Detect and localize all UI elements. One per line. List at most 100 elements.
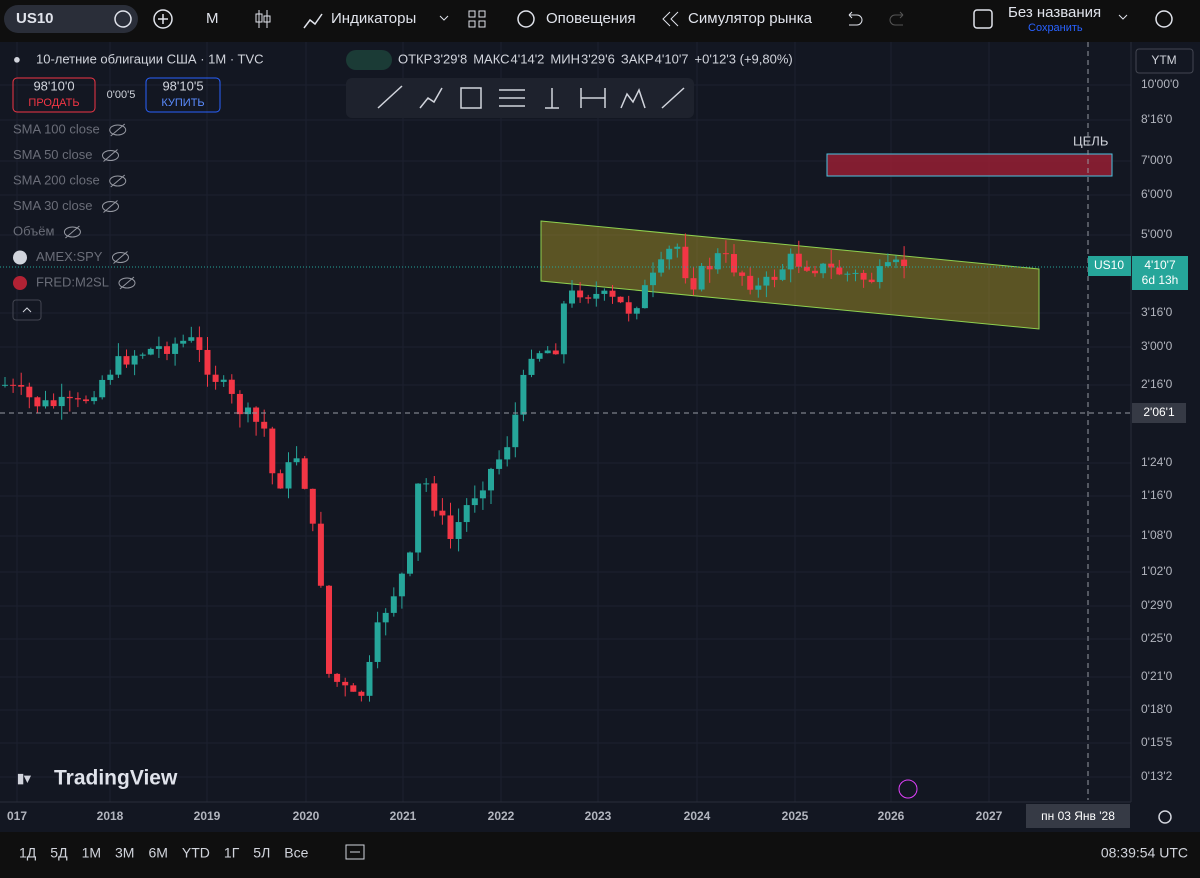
candle-body (58, 396, 65, 407)
candle-body (706, 265, 713, 270)
chevron (1118, 14, 1128, 20)
replay-button[interactable]: Симулятор рынка (688, 10, 813, 27)
spread: 0'00'5 (107, 89, 136, 101)
buy-price[interactable]: 98'10'5 (162, 78, 203, 93)
indicator-name[interactable]: SMA 200 close (13, 172, 100, 187)
redo[interactable] (889, 11, 904, 26)
price-label: 0'13'2 (1141, 769, 1173, 783)
ohlc-value: 3'29'6 (581, 51, 615, 66)
legend-title: 10-летние облигации США · 1M · TVC (36, 51, 264, 66)
candle-body (228, 379, 235, 394)
candle-body (407, 552, 413, 574)
layout-checkbox[interactable] (973, 9, 993, 29)
sell-label[interactable]: ПРОДАТЬ (28, 97, 79, 109)
candle-body (739, 272, 746, 276)
hidden-slash (110, 123, 126, 137)
undo[interactable] (848, 11, 863, 26)
timeframe-button[interactable]: 1Д (19, 845, 37, 861)
price-labels: 10'00'0 8'16'0 7'00'0 6'00'0 5'00'0 3'16'0 3'0… (1141, 77, 1179, 783)
candle-body (99, 379, 106, 398)
status-pill[interactable] (346, 50, 392, 70)
hidden-icon[interactable] (109, 124, 127, 136)
buy-label[interactable]: КУПИТЬ (161, 97, 204, 109)
timeframe-button[interactable]: YTD (182, 845, 210, 861)
candle-body (690, 278, 697, 290)
drawing-tools[interactable] (377, 85, 685, 109)
candle-body (334, 673, 341, 682)
clock: 08:39:54 UTC (1101, 845, 1188, 861)
add-icon[interactable] (153, 9, 173, 29)
indicator-name[interactable]: Объём (13, 223, 54, 238)
candle-body (820, 263, 827, 274)
candle-body (342, 681, 349, 686)
candle-body (196, 337, 203, 350)
indicators-button[interactable]: Индикаторы (331, 10, 416, 27)
indicator-name[interactable]: AMEX:SPY (36, 249, 103, 264)
price-label: 7'00'0 (1141, 153, 1173, 167)
hidden-slash (113, 251, 128, 264)
replay-icon[interactable] (662, 11, 679, 27)
hidden-icon[interactable] (109, 175, 127, 187)
save-button[interactable]: Сохранить (1028, 22, 1083, 34)
candle-body (585, 297, 592, 299)
price-label: 8'16'0 (1141, 112, 1173, 126)
symbol[interactable]: US10 (16, 10, 54, 27)
timeframe-button[interactable]: 5Л (253, 845, 270, 861)
candle-body (731, 254, 737, 273)
timeframe-button[interactable]: 5Д (50, 845, 68, 861)
timeframe-button[interactable]: 3М (115, 845, 134, 861)
sell-button[interactable] (12, 77, 96, 113)
candle-body (204, 349, 211, 375)
indicators-icon[interactable] (303, 13, 323, 29)
hidden-icon[interactable] (102, 201, 119, 212)
timeframe-button[interactable]: 6М (148, 845, 167, 861)
candle-body (34, 397, 41, 407)
time-label: 2020 (293, 809, 320, 823)
current-price: 4'10'7 (1144, 258, 1176, 272)
settings-icon[interactable] (1158, 810, 1172, 824)
candles-icon[interactable] (255, 10, 271, 28)
candle-body (10, 384, 17, 386)
layout-name[interactable]: Без названия (1008, 4, 1101, 21)
countdown: 6d 13h (1142, 273, 1179, 287)
candle-body (188, 337, 195, 341)
candle-body (682, 246, 689, 279)
timeframe-button[interactable]: Все (284, 845, 308, 861)
scale-button[interactable] (1135, 48, 1194, 74)
candle-body (536, 353, 543, 359)
indicator-name[interactable]: FRED:M2SL (36, 274, 109, 289)
buy-button[interactable] (145, 77, 221, 113)
indicator-name[interactable]: SMA 100 close (13, 121, 100, 136)
candle-body (439, 510, 446, 516)
price-label: 0'29'0 (1141, 598, 1173, 612)
change: +0'12'3 (+9,80%) (695, 51, 793, 66)
search-icon[interactable] (1155, 10, 1173, 28)
hidden-icon[interactable] (111, 252, 129, 263)
compare-icon[interactable] (114, 10, 132, 28)
time-label: 2027 (976, 809, 1003, 823)
sell-price[interactable]: 98'10'0 (33, 78, 74, 93)
candle-body (901, 259, 908, 267)
hidden-icon[interactable] (63, 226, 81, 238)
symbol-search[interactable] (4, 5, 138, 33)
alerts-icon[interactable] (517, 10, 535, 28)
interval[interactable]: M (206, 10, 219, 27)
flag: ● (13, 51, 21, 66)
candle-body (431, 483, 438, 511)
candle-body (455, 522, 462, 539)
layouts-icon[interactable] (468, 10, 486, 28)
timeframe-button[interactable]: 1Г (224, 845, 240, 861)
timeframe-button[interactable]: 1М (82, 845, 101, 861)
collapse-button[interactable] (12, 299, 42, 321)
symbol-tag (1088, 256, 1131, 276)
hidden-icon[interactable] (118, 277, 136, 289)
hidden-icon[interactable] (102, 150, 119, 161)
scale-mode[interactable]: YTM (1151, 53, 1176, 67)
alerts-button[interactable]: Оповещения (546, 10, 636, 27)
events-icon[interactable] (898, 779, 918, 799)
date-range-icon[interactable] (345, 844, 365, 860)
candle-body (520, 374, 527, 415)
indicator-name[interactable]: SMA 50 close (13, 147, 93, 162)
indicator-name[interactable]: SMA 30 close (13, 198, 93, 213)
indicator-icon (13, 276, 27, 290)
